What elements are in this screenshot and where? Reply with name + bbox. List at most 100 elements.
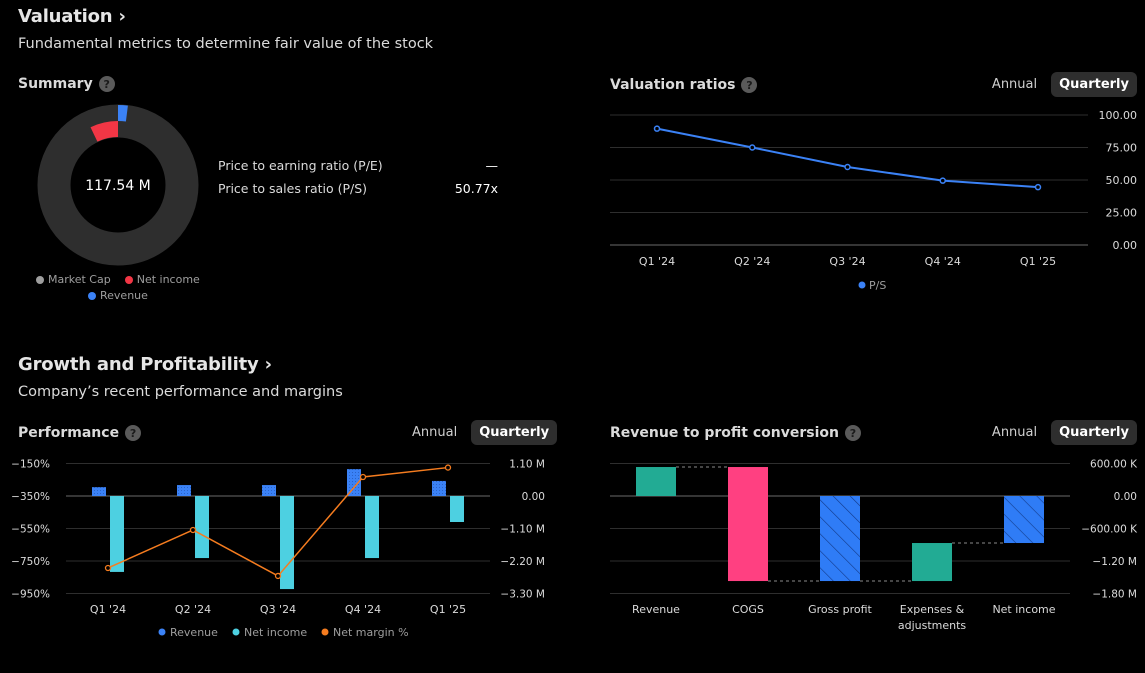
x-tick-label: Q1 '25 [1020, 255, 1056, 268]
net-income-bar [195, 496, 209, 559]
y-tick-label: 50.00 [1106, 174, 1138, 187]
revenue-bar [177, 485, 191, 496]
legend-item-net-income[interactable]: Net income [124, 273, 200, 286]
donut-net-income-segment [90, 121, 118, 142]
donut-center-value: 117.54 M [85, 178, 151, 194]
ps-line [656, 127, 1039, 189]
y-left-tick-label: −150% [11, 459, 50, 471]
waterfall-bar [636, 467, 676, 496]
legend-label: Net margin % [333, 626, 409, 639]
ratio-label: Price to earning ratio (P/E) [218, 158, 383, 173]
legend-item-market-cap[interactable]: Market Cap [36, 273, 111, 286]
y-tick-label: 100.00 [1099, 109, 1138, 122]
y-tick-label: 0.00 [1114, 491, 1137, 503]
waterfall-bar [912, 543, 952, 582]
y-tick-label: 0.00 [1113, 239, 1138, 252]
performance-period-toggle: Annual Quarterly [404, 420, 558, 445]
summary-donut-chart: 117.54 M [37, 104, 199, 266]
x-tick-label: Q1 '25 [430, 603, 466, 616]
quarterly-tab[interactable]: Quarterly [1051, 420, 1137, 445]
x-tick-label: Q4 '24 [345, 603, 381, 616]
ratios-list: Price to earning ratio (P/E) — Price to … [218, 158, 498, 196]
legend-item-revenue[interactable]: Revenue [88, 289, 148, 302]
net-income-bar [450, 496, 464, 522]
valuation-period-toggle: Annual Quarterly [984, 72, 1137, 97]
ratio-value: — [485, 158, 499, 173]
quarterly-tab[interactable]: Quarterly [471, 420, 558, 445]
help-icon[interactable]: ? [741, 77, 758, 93]
legend-label: Net income [136, 273, 200, 286]
ps-point [749, 144, 756, 151]
net-income-bar [110, 496, 124, 572]
help-icon[interactable]: ? [125, 425, 142, 441]
legend-dot-icon [36, 275, 44, 284]
summary-legend: Market Cap Net income [36, 273, 200, 286]
y-tick-label: −600.00 K [1081, 524, 1138, 536]
help-icon[interactable]: ? [98, 76, 115, 92]
revenue-bar [347, 469, 361, 496]
donut-revenue-segment [118, 105, 128, 122]
y-tick-label: 600.00 K [1090, 459, 1138, 471]
net-income-bar [365, 496, 379, 559]
x-tick-label: Q4 '24 [925, 255, 961, 268]
revenue-bar [262, 485, 276, 496]
conversion-title: Revenue to profit conversion [610, 425, 839, 441]
net-margin-point [104, 564, 112, 572]
net-margin-point [444, 464, 452, 471]
legend-label: Revenue [170, 626, 218, 639]
legend-dot-icon [858, 281, 866, 289]
summary-header: Summary ? [18, 76, 115, 92]
legend-label: Revenue [100, 289, 148, 302]
conversion-header: Revenue to profit conversion ? [610, 425, 861, 441]
revenue-bar [92, 487, 106, 496]
growth-title: Growth and Profitability [18, 354, 259, 375]
x-tick-label: adjustments [898, 619, 967, 632]
x-tick-label: Q2 '24 [175, 603, 211, 616]
ps-point [1034, 183, 1042, 191]
legend-dot-icon [232, 628, 240, 636]
x-tick-label: Expenses & [900, 603, 965, 616]
x-tick-label: COGS [732, 603, 764, 616]
legend-label-ps: P/S [869, 279, 886, 292]
growth-subtitle: Company’s recent performance and margins [18, 384, 343, 400]
legend-label: Net income [244, 626, 307, 639]
revenue-to-profit-chart: 600.00 K 0.00 −600.00 K −1.20 M −1.80 M Reven… [610, 459, 1138, 632]
net-margin-point [189, 526, 197, 534]
y-left-tick-label: −750% [11, 556, 50, 568]
waterfall-bar [1004, 496, 1044, 544]
net-margin-point [359, 473, 367, 481]
ps-point [653, 125, 661, 132]
help-icon[interactable]: ? [845, 425, 861, 441]
y-right-tick-label: −2.20 M [500, 556, 545, 568]
legend-dot-icon [158, 628, 166, 636]
ratio-row-pe: Price to earning ratio (P/E) — [218, 158, 498, 173]
legend-label: Market Cap [48, 273, 111, 286]
x-tick-label: Q3 '24 [260, 603, 296, 616]
valuation-title: Valuation [18, 6, 113, 27]
legend-dot-icon [124, 275, 133, 284]
annual-tab[interactable]: Annual [412, 425, 458, 440]
y-tick-label: 25.00 [1106, 207, 1138, 220]
growth-title-link[interactable]: Growth and Profitability › [18, 354, 272, 375]
x-tick-label: Gross profit [808, 603, 872, 616]
annual-tab[interactable]: Annual [991, 77, 1038, 92]
valuation-ratios-title: Valuation ratios [610, 77, 736, 93]
valuation-subtitle: Fundamental metrics to determine fair va… [18, 36, 434, 52]
y-right-tick-label: −1.10 M [500, 524, 545, 536]
annual-tab[interactable]: Annual [991, 425, 1038, 440]
quarterly-tab[interactable]: Quarterly [1051, 72, 1137, 97]
x-tick-label: Net income [992, 603, 1055, 616]
chevron-right-icon: › [264, 354, 272, 375]
valuation-ratios-chart: 100.00 75.00 50.00 25.00 0.00 Q1 '24 Q2 '24 Q3 … [610, 109, 1138, 292]
y-right-tick-label: 0.00 [522, 491, 545, 503]
x-tick-label: Q3 '24 [829, 255, 865, 268]
ratio-label: Price to sales ratio (P/S) [218, 181, 368, 196]
conversion-period-toggle: Annual Quarterly [984, 420, 1137, 445]
waterfall-bar [820, 496, 860, 582]
chevron-right-icon: › [118, 6, 126, 27]
valuation-title-link[interactable]: Valuation › [18, 6, 126, 27]
net-income-bar [280, 496, 294, 590]
performance-title: Performance [18, 425, 120, 441]
y-tick-label: 75.00 [1106, 142, 1138, 155]
performance-chart: 1.10 M −150% 0.00 −350% −1.10 M −550% −2.20 M −… [11, 459, 545, 640]
